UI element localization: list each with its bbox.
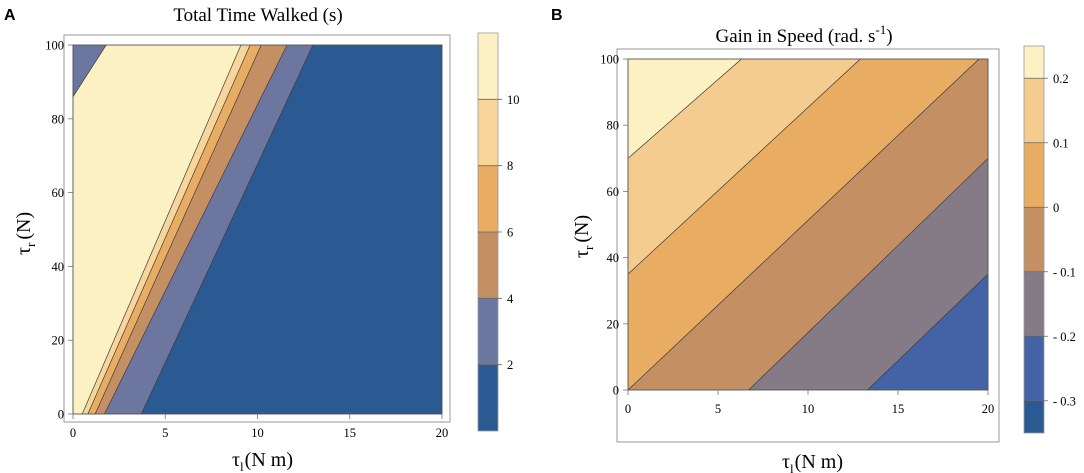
- colorbar-tick-label: - 0.3: [1053, 394, 1076, 408]
- x-tick-label: 10: [251, 426, 264, 440]
- panel-a-letter: A: [4, 7, 16, 24]
- colorbar-tick-label: - 0.2: [1053, 330, 1076, 344]
- x-tick-label: 15: [892, 402, 905, 416]
- colorbar-tick-label: 6: [507, 226, 513, 240]
- panel-b-xlabel: τl(N m): [782, 451, 843, 473]
- panel-b-xlabel-unit: (N m): [795, 451, 843, 473]
- x-tick-label: 5: [715, 402, 721, 416]
- panel-a-ylabel: τr (N): [13, 212, 38, 255]
- colorbar-band: [1024, 271, 1044, 337]
- x-tick-label: 10: [802, 402, 815, 416]
- x-tick-label: 15: [344, 426, 357, 440]
- panel-b-title-sup: -1: [875, 22, 886, 37]
- panel-b-title-end: ): [886, 26, 892, 47]
- y-tick-label: 40: [607, 251, 620, 265]
- panel-b-xlabel-sub: l: [790, 461, 794, 473]
- panel-b-ylabel-sub: r: [581, 245, 596, 250]
- panel-b-title-main: Gain in Speed (rad. s: [715, 26, 875, 47]
- panel-b-ticks: 0 5 10 15 20 0 20 40 60 80 100: [600, 53, 994, 417]
- colorbar-frame: [1023, 45, 1045, 434]
- colorbar-band: [1024, 78, 1044, 143]
- panel-b: B Gain in Speed (rad. s-1) 0 5 10 15 20 0 20 40…: [551, 7, 1076, 473]
- x-tick-label: 20: [982, 402, 995, 416]
- colorbar-tick-label: 4: [507, 292, 514, 306]
- panel-a-xlabel-main: τ: [232, 449, 240, 471]
- colorbar-band: [478, 364, 498, 431]
- panel-a-ylabel-main: τ: [13, 247, 35, 255]
- colorbar-band: [478, 33, 498, 100]
- y-tick-label: 20: [52, 334, 65, 348]
- colorbar-tick-label: 10: [507, 93, 520, 107]
- colorbar-band: [478, 232, 498, 299]
- colorbar-band: [478, 99, 498, 166]
- colorbar-band: [1024, 142, 1044, 208]
- colorbar-tick-label: 2: [507, 358, 513, 372]
- colorbar-band: [1024, 400, 1044, 433]
- y-tick-label: 60: [52, 186, 65, 200]
- colorbar-tick-label: 0: [1053, 201, 1059, 215]
- y-tick-label: 0: [58, 408, 64, 422]
- panel-a-regions: [72, 44, 443, 415]
- x-tick-label: 0: [70, 426, 76, 440]
- panel-a: A Total Time Walked (s) 0 5 10 15 20 0 20 40 60 8…: [4, 5, 520, 473]
- panel-b-ylabel: τr (N): [571, 215, 596, 258]
- panel-a-ticks: 0 5 10 15 20 0 20 40 60 80 100: [45, 39, 448, 441]
- y-tick-label: 0: [613, 384, 619, 398]
- y-tick-label: 100: [600, 53, 619, 67]
- colorbar-tick-label: - 0.1: [1053, 265, 1076, 279]
- colorbar-tick-label: 0.1: [1053, 136, 1069, 150]
- colorbar-band: [478, 165, 498, 232]
- colorbar-tick-label: 8: [507, 159, 513, 173]
- y-tick-label: 80: [607, 119, 620, 133]
- y-tick-label: 100: [45, 39, 64, 53]
- panel-a-xlabel: τl(N m): [232, 449, 293, 473]
- colorbar-band: [1024, 46, 1044, 79]
- panel-b-colorbar: - 0.3 - 0.2 - 0.1 0 0.1 0.2: [1023, 45, 1076, 434]
- y-tick-label: 40: [52, 260, 65, 274]
- panel-b-ylabel-unit: (N): [571, 215, 593, 243]
- panel-b-xlabel-main: τ: [782, 451, 790, 473]
- panel-a-ylabel-unit: (N): [13, 212, 35, 240]
- panel-a-ylabel-sub: r: [23, 242, 38, 247]
- colorbar-band: [478, 298, 498, 365]
- panel-b-letter: B: [551, 7, 563, 24]
- panel-a-colorbar: 2 4 6 8 10: [477, 32, 520, 432]
- x-tick-label: 5: [162, 426, 168, 440]
- y-tick-label: 80: [52, 112, 65, 126]
- panel-a-xlabel-unit: (N m): [245, 449, 293, 471]
- colorbar-band: [1024, 207, 1044, 272]
- panel-b-regions: [627, 58, 989, 391]
- panel-b-title: Gain in Speed (rad. s-1): [715, 22, 892, 47]
- colorbar-tick-label: 0.2: [1053, 72, 1069, 86]
- x-tick-label: 0: [625, 402, 631, 416]
- x-tick-label: 20: [436, 426, 449, 440]
- y-tick-label: 60: [607, 185, 620, 199]
- panel-b-ylabel-main: τ: [571, 250, 593, 258]
- colorbar-band: [1024, 336, 1044, 401]
- panel-a-title: Total Time Walked (s): [173, 5, 342, 26]
- y-tick-label: 20: [607, 317, 620, 331]
- panel-a-xlabel-sub: l: [240, 459, 244, 473]
